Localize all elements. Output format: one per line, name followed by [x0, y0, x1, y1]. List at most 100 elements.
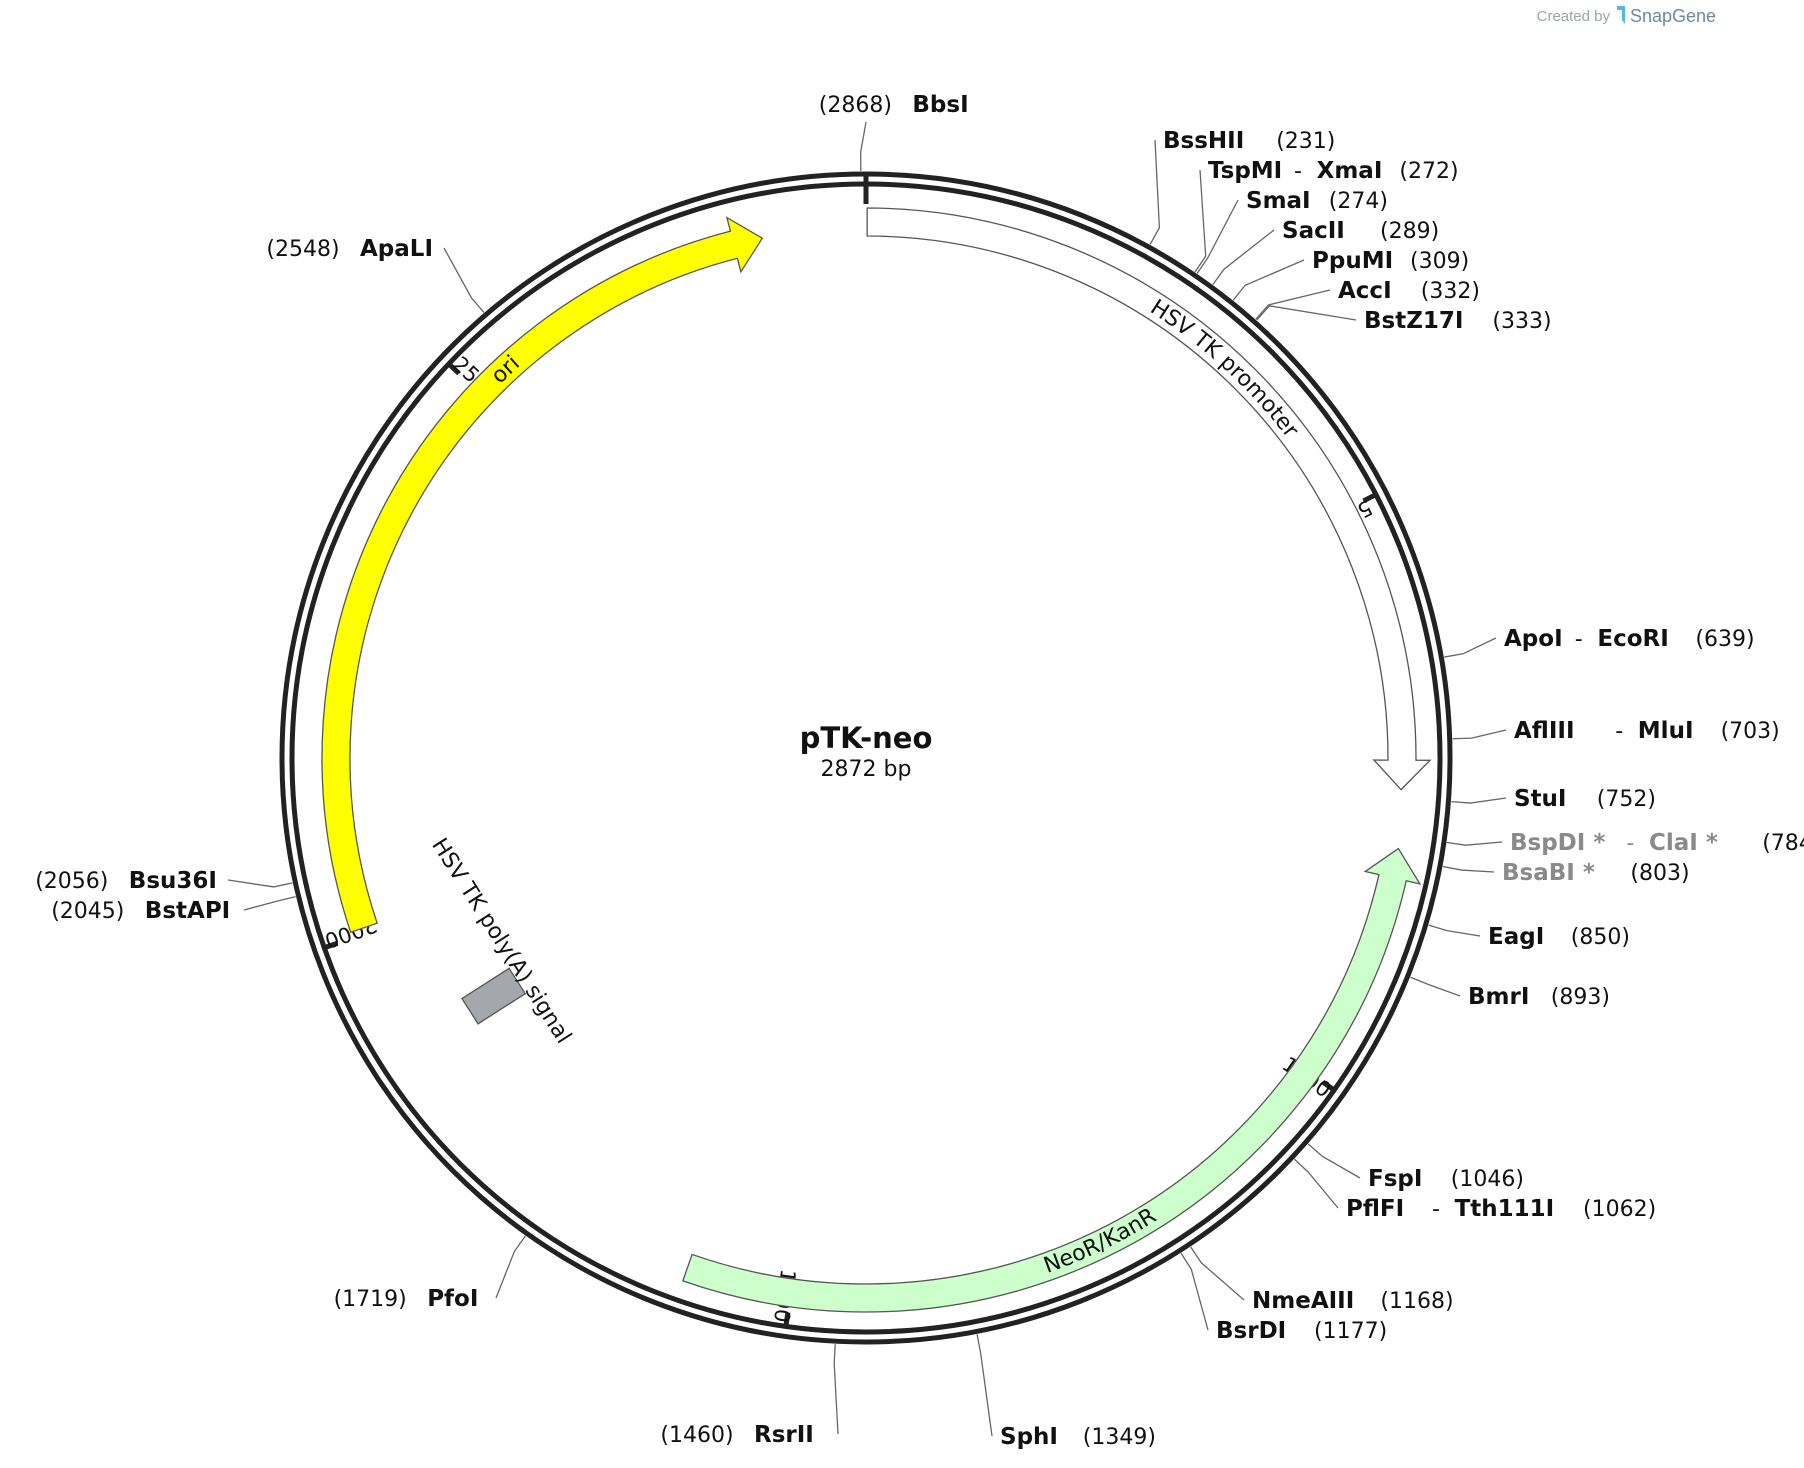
site-position: (639) — [1695, 627, 1754, 652]
enzyme-name: PpuMI — [1312, 248, 1393, 274]
site-leader-line — [243, 896, 296, 911]
tick-1000 — [1321, 1079, 1334, 1091]
site-leader-line — [227, 879, 293, 888]
site-stui[interactable]: StuI (752) — [1451, 786, 1656, 812]
enzyme-name: EagI — [1488, 924, 1544, 950]
neor-kanr-label: NeoR/KanR — [1041, 1203, 1161, 1278]
site-leader-line — [1307, 1143, 1361, 1179]
enzyme-name: AflIII — [1514, 718, 1575, 744]
site-leader-line — [833, 1344, 839, 1435]
site-bsrdi[interactable]: BsrDI (1177) — [1180, 1252, 1387, 1344]
site-position: (850) — [1571, 925, 1630, 950]
site-leader-line — [1410, 976, 1461, 997]
enzyme-separator: - — [1432, 1197, 1440, 1222]
site-eagi[interactable]: EagI (850) — [1428, 924, 1630, 950]
site-bsabi[interactable]: BsaBI * (803) — [1442, 860, 1690, 886]
tick-2000 — [325, 940, 339, 950]
snapgene-credit: Created by SnapGene — [1537, 6, 1716, 26]
enzyme-name: Bsu36I — [129, 868, 217, 894]
site-position: (752) — [1597, 787, 1656, 812]
site-pflfi[interactable]: PflFI - Tth111I (1062) — [1294, 1158, 1656, 1222]
site-position: (1349) — [1083, 1425, 1156, 1450]
enzyme-name: BstAPI — [145, 898, 230, 924]
enzyme-name: BspDI * — [1510, 830, 1605, 856]
site-rsrii[interactable]: (1460) RsrII — [660, 1344, 839, 1448]
site-position: (1168) — [1380, 1289, 1453, 1314]
site-fspi[interactable]: FspI (1046) — [1307, 1143, 1524, 1192]
plasmid-title-block: pTK-neo 2872 bp — [800, 721, 933, 782]
site-tspmi[interactable]: TspMI - XmaI (272) — [1194, 158, 1459, 273]
site-position: (784) — [1762, 831, 1804, 856]
site-bstz17i[interactable]: BstZ17I (333) — [1256, 305, 1552, 334]
enzyme-name: ApoI — [1504, 626, 1563, 652]
site-leader-line — [1452, 729, 1507, 740]
site-position: (1046) — [1451, 1167, 1524, 1192]
enzyme-separator: - — [1575, 627, 1583, 652]
site-leader-line — [976, 1334, 993, 1437]
site-sacii[interactable]: SacII (289) — [1212, 218, 1439, 285]
site-position: (274) — [1329, 189, 1388, 214]
site-leader-line — [1428, 924, 1481, 937]
enzyme-name: SmaI — [1246, 188, 1311, 214]
site-bmri[interactable]: BmrI (893) — [1410, 976, 1610, 1010]
enzyme-name: RsrII — [754, 1422, 814, 1448]
site-position: (2045) — [51, 899, 124, 924]
credit-brand: SnapGene — [1630, 6, 1716, 26]
enzyme-name: MluI — [1638, 718, 1694, 744]
plasmid-name: pTK-neo — [800, 721, 933, 755]
site-position: (231) — [1276, 129, 1335, 154]
site-apali[interactable]: (2548) ApaLI — [266, 236, 485, 313]
enzyme-name: TspMI — [1208, 158, 1282, 184]
neor-kanr-feature[interactable] — [682, 847, 1422, 1313]
site-pfoi[interactable]: (1719) PfoI — [334, 1235, 526, 1312]
tick-500 — [1362, 493, 1376, 504]
enzyme-name: FspI — [1368, 1166, 1422, 1192]
credit-prefix: Created by — [1537, 8, 1611, 25]
site-position: (332) — [1421, 279, 1480, 304]
site-leader-line — [1444, 637, 1497, 658]
site-sphi[interactable]: SphI (1349) — [976, 1334, 1156, 1450]
site-position: (1719) — [334, 1287, 407, 1312]
hsv-tk-promoter-label: HSV TK promoter — [1146, 295, 1304, 443]
enzyme-name: SacII — [1282, 218, 1345, 244]
hsv-tk-polya-label: HSV TK poly(A) signal — [426, 834, 575, 1048]
enzyme-name: NmeAIII — [1252, 1288, 1354, 1314]
site-bstapi[interactable]: (2045) BstAPI — [51, 896, 296, 924]
site-leader-line — [1212, 229, 1275, 285]
site-position: (893) — [1551, 985, 1610, 1010]
enzyme-separator: - — [1615, 719, 1623, 744]
ori-feature[interactable] — [321, 216, 764, 934]
site-nmeaiii[interactable]: NmeAIII (1168) — [1190, 1246, 1454, 1314]
site-position: (2868) — [819, 93, 892, 118]
site-leader-line — [1190, 1246, 1245, 1301]
site-position: (333) — [1492, 309, 1551, 334]
site-acci[interactable]: AccI (332) — [1255, 278, 1480, 320]
site-bsshii[interactable]: BssHII (231) — [1149, 128, 1335, 245]
site-leader-line — [495, 1235, 526, 1299]
enzyme-name: StuI — [1514, 786, 1567, 812]
enzyme-name: BstZ17I — [1364, 308, 1463, 334]
hsv-tk-promoter-feature[interactable] — [866, 207, 1432, 791]
enzyme-separator: - — [1294, 159, 1302, 184]
site-bbsi[interactable]: (2868) BbsI — [819, 92, 969, 172]
site-position: (289) — [1380, 219, 1439, 244]
enzyme-name: BsrDI — [1216, 1318, 1286, 1344]
site-position: (803) — [1630, 861, 1689, 886]
site-leader-line — [1446, 841, 1503, 846]
site-leader-line — [1451, 797, 1507, 804]
enzyme-name: Tth111I — [1455, 1196, 1555, 1222]
site-leader-line — [1256, 305, 1357, 321]
site-afliii[interactable]: AflIII - MluI (703) — [1452, 718, 1780, 744]
tick-1500 — [783, 1312, 791, 1325]
site-bsu36i[interactable]: (2056) Bsu36I — [35, 868, 293, 894]
site-position: (1062) — [1583, 1197, 1656, 1222]
site-smai[interactable]: SmaI (274) — [1196, 188, 1388, 274]
enzyme-name: EcoRI — [1597, 626, 1668, 652]
site-bspdi[interactable]: BspDI *-ClaI * (784) — [1446, 830, 1804, 856]
site-position: (272) — [1399, 159, 1458, 184]
site-ppumi[interactable]: PpuMI (309) — [1232, 248, 1469, 301]
hsv-tk-polya-feature[interactable] — [461, 967, 527, 1025]
site-leader-line — [1442, 865, 1495, 873]
enzyme-name: BssHII — [1163, 128, 1244, 154]
site-apoi[interactable]: ApoI - EcoRI (639) — [1444, 626, 1755, 658]
